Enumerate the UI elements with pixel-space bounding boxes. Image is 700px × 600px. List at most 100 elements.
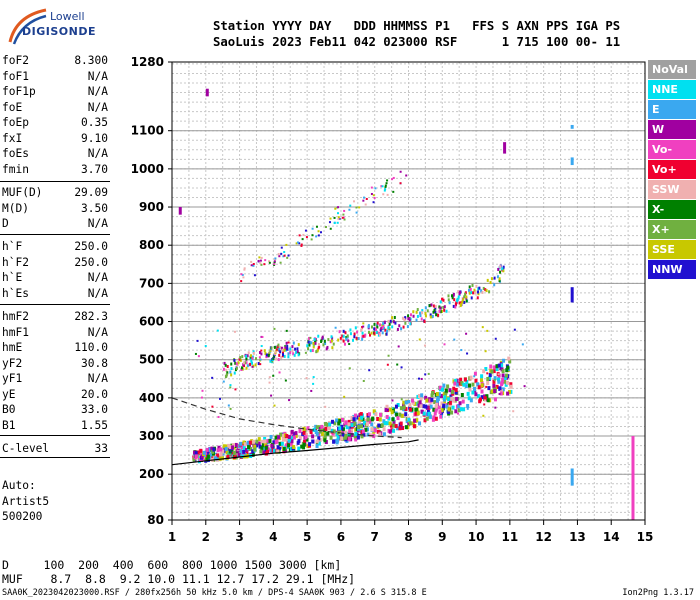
echo-point — [437, 313, 440, 317]
echo-point — [370, 422, 374, 427]
echo-point — [484, 350, 487, 353]
echo-point — [365, 422, 369, 427]
echo-point — [430, 393, 434, 398]
echo-point — [486, 278, 489, 282]
echo-point — [230, 362, 233, 366]
echo-point — [287, 254, 290, 257]
echo-point — [485, 394, 489, 399]
y-tick-label: 600 — [139, 315, 164, 329]
echo-point — [260, 349, 263, 352]
echo-point — [270, 394, 273, 397]
echo-point — [430, 303, 433, 307]
profile-dashed-curve — [171, 397, 402, 439]
echo-point — [230, 373, 233, 377]
echo-point — [434, 408, 438, 413]
echo-point — [348, 425, 352, 430]
echo-point — [305, 437, 309, 442]
echo-point — [252, 263, 255, 266]
echo-point — [359, 412, 363, 417]
echo-point — [477, 290, 480, 294]
echo-point — [297, 446, 301, 451]
echo-point — [493, 389, 497, 394]
echo-point — [482, 414, 485, 417]
echo-point — [277, 253, 280, 256]
echo-point — [292, 341, 295, 345]
echo-point — [205, 457, 209, 462]
echo-point — [210, 455, 214, 460]
echo-point — [221, 449, 225, 454]
echo-point — [378, 323, 381, 327]
echo-point — [260, 263, 263, 266]
echo-point — [370, 427, 374, 432]
echo-point — [457, 295, 460, 299]
echo-point — [443, 343, 446, 346]
echo-point — [231, 443, 235, 448]
echo-point — [361, 429, 365, 434]
echo-point — [268, 260, 271, 263]
echo-point — [350, 415, 354, 420]
echo-point — [481, 290, 484, 294]
echo-point — [382, 193, 385, 196]
echo-point — [499, 265, 502, 269]
echo-point — [277, 435, 281, 440]
echo-point — [379, 328, 382, 332]
echo-point — [250, 264, 253, 267]
echo-point — [394, 424, 398, 429]
echo-point — [347, 422, 351, 427]
echo-point — [370, 186, 373, 189]
echo-point — [500, 363, 504, 368]
echo-point — [196, 339, 199, 342]
echo-point — [337, 216, 340, 219]
echo-point — [315, 225, 318, 228]
echo-point — [355, 211, 358, 214]
y-tick-label: 1280 — [131, 55, 164, 69]
echo-point — [406, 325, 409, 329]
echo-point — [451, 296, 454, 300]
echo-point — [248, 440, 252, 445]
echo-point — [308, 336, 311, 340]
echo-point — [423, 418, 427, 423]
echo-point — [402, 405, 406, 410]
echo-point — [394, 321, 397, 325]
echo-point — [222, 444, 226, 449]
echo-point — [350, 423, 354, 428]
echo-point — [411, 398, 415, 403]
muf-table: D 100 200 400 600 800 1000 1500 3000 [km… — [2, 558, 355, 586]
echo-point — [233, 358, 236, 362]
echo-point — [260, 439, 264, 444]
echo-point — [237, 361, 240, 365]
echo-point — [405, 174, 408, 177]
echo-point — [269, 434, 273, 439]
echo-point — [291, 345, 294, 349]
echo-point — [392, 423, 396, 428]
echo-point — [196, 450, 200, 455]
echo-point — [356, 435, 360, 440]
echo-point — [381, 331, 384, 335]
echo-point — [315, 350, 318, 354]
echo-point — [242, 276, 245, 279]
echo-point — [284, 347, 287, 351]
echo-point — [264, 352, 267, 356]
echo-point — [484, 288, 487, 292]
y-tick-label: 400 — [139, 391, 164, 405]
echo-point — [465, 380, 469, 385]
echo-point — [505, 373, 509, 378]
echo-point — [312, 427, 316, 432]
param-hes: h`Es N/A — [2, 287, 108, 302]
echo-point — [399, 170, 402, 173]
echo-point — [360, 434, 364, 439]
echo-point — [281, 351, 284, 355]
echo-point — [339, 336, 342, 340]
echo-point — [480, 289, 483, 293]
echo-point — [422, 404, 426, 409]
echo-point — [310, 341, 313, 345]
echo-point — [381, 325, 384, 329]
echo-point — [285, 243, 288, 246]
param-label: M(D) — [2, 201, 29, 215]
param-fof2: foF2 8.300 — [2, 54, 108, 69]
echo-point — [297, 353, 300, 357]
echo-point — [259, 363, 262, 366]
echo-point — [285, 434, 289, 439]
echo-point — [387, 416, 391, 421]
echo-point — [314, 341, 317, 345]
